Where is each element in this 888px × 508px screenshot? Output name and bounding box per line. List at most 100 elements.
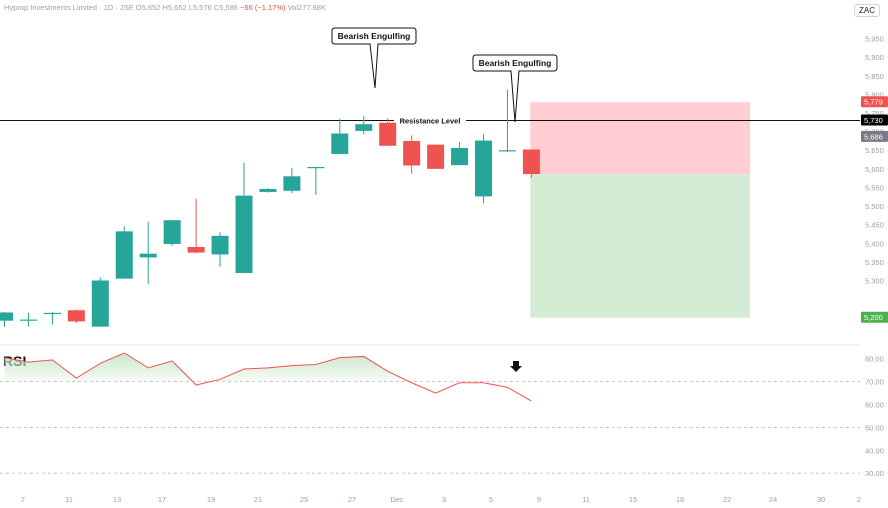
candle-body bbox=[522, 149, 540, 175]
time-tick-label: 2 bbox=[857, 495, 861, 504]
price-tick-label: 5,750 bbox=[865, 109, 884, 118]
candle bbox=[91, 277, 109, 327]
resistance-label: Resistance Level bbox=[400, 116, 461, 125]
currency-button[interactable]: ZAC bbox=[854, 4, 880, 17]
price-tag-label: 5,200 bbox=[864, 313, 883, 322]
ohlc-low: L5,576 bbox=[188, 3, 212, 12]
price-tick-label: 5,600 bbox=[865, 165, 884, 174]
price-tick-label: 5,500 bbox=[865, 202, 884, 211]
candle-body bbox=[259, 188, 277, 192]
price-tag-label: 5,686 bbox=[864, 132, 883, 141]
time-tick-label: 17 bbox=[158, 495, 166, 504]
callouts: Bearish Engulfing Bearish Engulfing bbox=[331, 27, 558, 123]
callout-bubble bbox=[472, 54, 558, 123]
price-tag-bg bbox=[861, 311, 888, 323]
time-tick-label: 24 bbox=[769, 495, 777, 504]
candle-body bbox=[331, 133, 349, 154]
price-tick-label: 5,550 bbox=[865, 183, 884, 192]
rsi-tick-label: 60.00 bbox=[865, 400, 884, 409]
candle bbox=[522, 149, 540, 178]
resistance-label-bg bbox=[394, 114, 466, 127]
stop-loss-zone bbox=[530, 102, 750, 175]
price-tick-label: 5,950 bbox=[865, 35, 884, 44]
price-change: −66 (−1.17%) bbox=[240, 3, 286, 12]
candle bbox=[355, 116, 373, 135]
candle bbox=[211, 232, 229, 267]
resistance-layer: Resistance Level bbox=[0, 114, 860, 127]
symbol-title[interactable]: Hyprop Investments Limited · 1D · JSE bbox=[4, 3, 134, 12]
candle bbox=[403, 135, 421, 174]
price-tick-label: 5,450 bbox=[865, 221, 884, 230]
candle bbox=[19, 312, 37, 327]
price-tick-label: 5,850 bbox=[865, 72, 884, 81]
candle-body bbox=[43, 312, 61, 315]
candle-body bbox=[379, 122, 397, 146]
time-tick-label: Dec bbox=[390, 495, 404, 504]
time-tick-label: 18 bbox=[676, 495, 684, 504]
candle-body bbox=[163, 220, 181, 245]
ohlc-close: C5,586 bbox=[213, 3, 238, 12]
candle-body bbox=[235, 195, 253, 274]
time-tick-label: 25 bbox=[300, 495, 308, 504]
candle-body bbox=[283, 176, 301, 191]
bearish-engulfing-callout-1: Bearish Engulfing bbox=[331, 27, 417, 89]
candle-body bbox=[0, 312, 13, 321]
price-tag: 5,779 bbox=[861, 96, 888, 108]
ohlc-high: H5,652 bbox=[162, 3, 187, 12]
candle bbox=[451, 142, 469, 166]
rsi-tick-label: 30.00 bbox=[865, 469, 884, 478]
time-tick-label: 7 bbox=[21, 495, 25, 504]
price-tag-bg bbox=[861, 96, 888, 108]
time-tick-label: 5 bbox=[489, 495, 493, 504]
volume-value: Vol277.88K bbox=[287, 3, 326, 12]
rsi-tick-label: 40.00 bbox=[865, 446, 884, 455]
price-tag: 5,200 bbox=[861, 311, 888, 323]
rsi-line bbox=[4, 352, 532, 402]
candle bbox=[307, 166, 325, 195]
candle-body bbox=[211, 235, 229, 255]
candle-body bbox=[498, 150, 516, 152]
candle-body bbox=[307, 166, 325, 169]
candle-body bbox=[19, 319, 37, 321]
callout-label: Bearish Engulfing bbox=[479, 58, 552, 68]
time-axis: 7 11 13 17 19 21 25 27 Dec 3 5 9 11 15 18 22 24 30 2 bbox=[21, 495, 861, 504]
take-profit-zone bbox=[530, 174, 750, 318]
rsi-tick-label: 80.00 bbox=[865, 355, 884, 364]
price-tick-label: 5,400 bbox=[865, 239, 884, 248]
callout-label: Bearish Engulfing bbox=[338, 31, 411, 41]
candle-body bbox=[187, 246, 205, 253]
candle-body bbox=[91, 280, 109, 327]
price-tag-label: 5,730 bbox=[864, 116, 883, 125]
time-tick-label: 13 bbox=[113, 495, 121, 504]
candle bbox=[498, 89, 516, 153]
price-tag: 5,686 bbox=[861, 130, 888, 142]
candle bbox=[235, 162, 253, 274]
candle bbox=[475, 134, 492, 204]
candle bbox=[139, 221, 157, 285]
rsi-tick-label: 50.00 bbox=[865, 423, 884, 432]
candle bbox=[163, 220, 181, 246]
time-tick-label: 15 bbox=[629, 495, 637, 504]
candle bbox=[427, 144, 445, 169]
time-tick-label: 22 bbox=[723, 495, 731, 504]
candle bbox=[379, 118, 397, 146]
time-tick-label: 9 bbox=[537, 495, 541, 504]
rsi-overbought-fill bbox=[4, 353, 532, 382]
time-tick-label: 3 bbox=[442, 495, 446, 504]
symbol-header: Hyprop Investments Limited · 1D · JSE O5… bbox=[4, 3, 326, 12]
candle-body bbox=[355, 124, 373, 131]
candle bbox=[67, 309, 85, 323]
price-tag-bg bbox=[861, 114, 888, 126]
candle bbox=[259, 188, 277, 193]
time-tick-label: 21 bbox=[254, 495, 262, 504]
candle bbox=[331, 118, 349, 154]
candle bbox=[43, 312, 61, 325]
price-tick-label: 5,350 bbox=[865, 258, 884, 267]
candle bbox=[0, 312, 13, 327]
price-tick-label: 5,300 bbox=[865, 276, 884, 285]
candle bbox=[115, 226, 133, 279]
time-tick-label: 11 bbox=[582, 495, 590, 504]
